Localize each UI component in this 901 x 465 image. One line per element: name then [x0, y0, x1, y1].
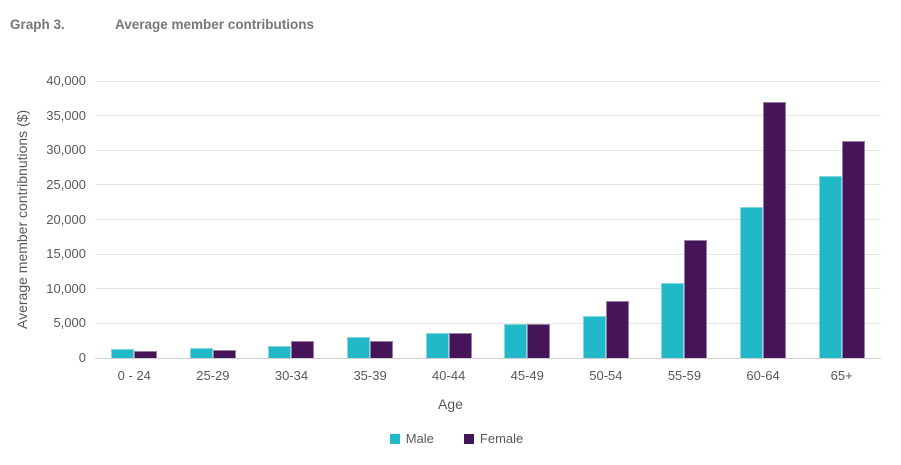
- gridline-15000: [95, 253, 881, 255]
- x-tick-0-24: 0 - 24: [117, 368, 151, 383]
- gridline-25000: [95, 184, 881, 186]
- gridline-40000: [95, 80, 881, 82]
- y-axis-title: Average member contribnutions ($): [14, 109, 30, 330]
- x-tick-35-39: 35-39: [353, 368, 387, 383]
- x-tick-40-44: 40-44: [432, 368, 466, 383]
- bar-female-35-39: [370, 341, 394, 358]
- chart-title: Average member contributions: [115, 17, 315, 32]
- bar-male-35-39: [347, 336, 371, 358]
- bar-female-50-54: [605, 300, 629, 358]
- bar-male-65+: [818, 175, 842, 358]
- x-tick-25-29: 25-29: [196, 368, 230, 383]
- bar-group-0-24: [95, 81, 174, 358]
- x-axis-title: Age: [438, 396, 463, 412]
- plot-area: 0 5,000 10,000 15,000 20,000 25,000 30,000 35,0…: [46, 74, 881, 365]
- bar-female-60-64: [763, 102, 787, 358]
- graph-number-label: Graph 3.: [10, 17, 65, 32]
- y-tick-25000: 25,000: [46, 176, 86, 192]
- legend-swatch-male: [389, 433, 400, 444]
- x-tick-65+: 65+: [830, 368, 853, 383]
- x-tick-55-59: 55-59: [667, 368, 702, 383]
- bar-female-30-34: [291, 341, 315, 358]
- bar-group-35-39: [331, 81, 410, 358]
- legend: Male Female: [6, 431, 901, 446]
- x-tick-30-34: 30-34: [274, 368, 309, 383]
- x-axis-ticks: 0 - 24 25-29 30-34 35-39 40-44 45-49 50-54 55-5…: [95, 368, 881, 383]
- y-tick-0: 0: [78, 350, 86, 365]
- bar-group-25-29: [174, 81, 253, 358]
- y-tick-10000: 10,000: [46, 280, 86, 296]
- bar-male-30-34: [268, 346, 292, 358]
- legend-swatch-female: [463, 433, 474, 444]
- y-tick-15000: 15,000: [46, 246, 86, 262]
- legend-label-female: Female: [479, 431, 524, 446]
- bar-female-40-44: [448, 333, 472, 358]
- bar-group-30-34: [252, 81, 331, 358]
- gridline-35000: [95, 115, 881, 117]
- x-tick-45-49: 45-49: [510, 368, 544, 383]
- y-tick-20000: 20,000: [46, 211, 86, 227]
- legend-label-male: Male: [405, 431, 434, 446]
- bar-female-55-59: [684, 239, 708, 358]
- gridline-5000: [95, 322, 881, 324]
- gridline-20000: [95, 219, 881, 220]
- gridline-10000: [95, 288, 881, 290]
- bar-female-45-49: [527, 323, 551, 358]
- x-tick-60-64: 60-64: [746, 368, 780, 383]
- bar-group-50-54: [567, 81, 646, 358]
- bar-male-25-29: [189, 347, 213, 358]
- bars-container: [95, 81, 881, 358]
- bar-female-65+: [841, 140, 865, 358]
- bar-group-55-59: [645, 81, 724, 358]
- y-tick-30000: 30,000: [46, 142, 86, 158]
- bar-female-25-29: [212, 349, 236, 358]
- bar-female-0-24: [134, 350, 158, 358]
- y-tick-5000: 5,000: [53, 315, 86, 331]
- bar-group-65+: [802, 81, 881, 358]
- bar-group-40-44: [409, 81, 488, 358]
- legend-item-female: Female: [463, 431, 524, 446]
- bar-male-50-54: [582, 315, 606, 358]
- bar-male-0-24: [111, 349, 135, 358]
- bar-male-55-59: [661, 283, 685, 358]
- legend-item-male: Male: [389, 431, 434, 446]
- bar-male-60-64: [740, 207, 764, 358]
- x-tick-50-54: 50-54: [589, 368, 623, 383]
- bar-male-40-44: [425, 333, 449, 358]
- gridline-30000: [95, 149, 881, 151]
- bar-group-45-49: [488, 81, 567, 358]
- gridline-0: [95, 357, 881, 359]
- y-tick-35000: 35,000: [46, 107, 86, 123]
- y-tick-40000: 40,000: [46, 73, 86, 88]
- bar-group-60-64: [724, 81, 803, 358]
- bar-male-45-49: [504, 324, 528, 358]
